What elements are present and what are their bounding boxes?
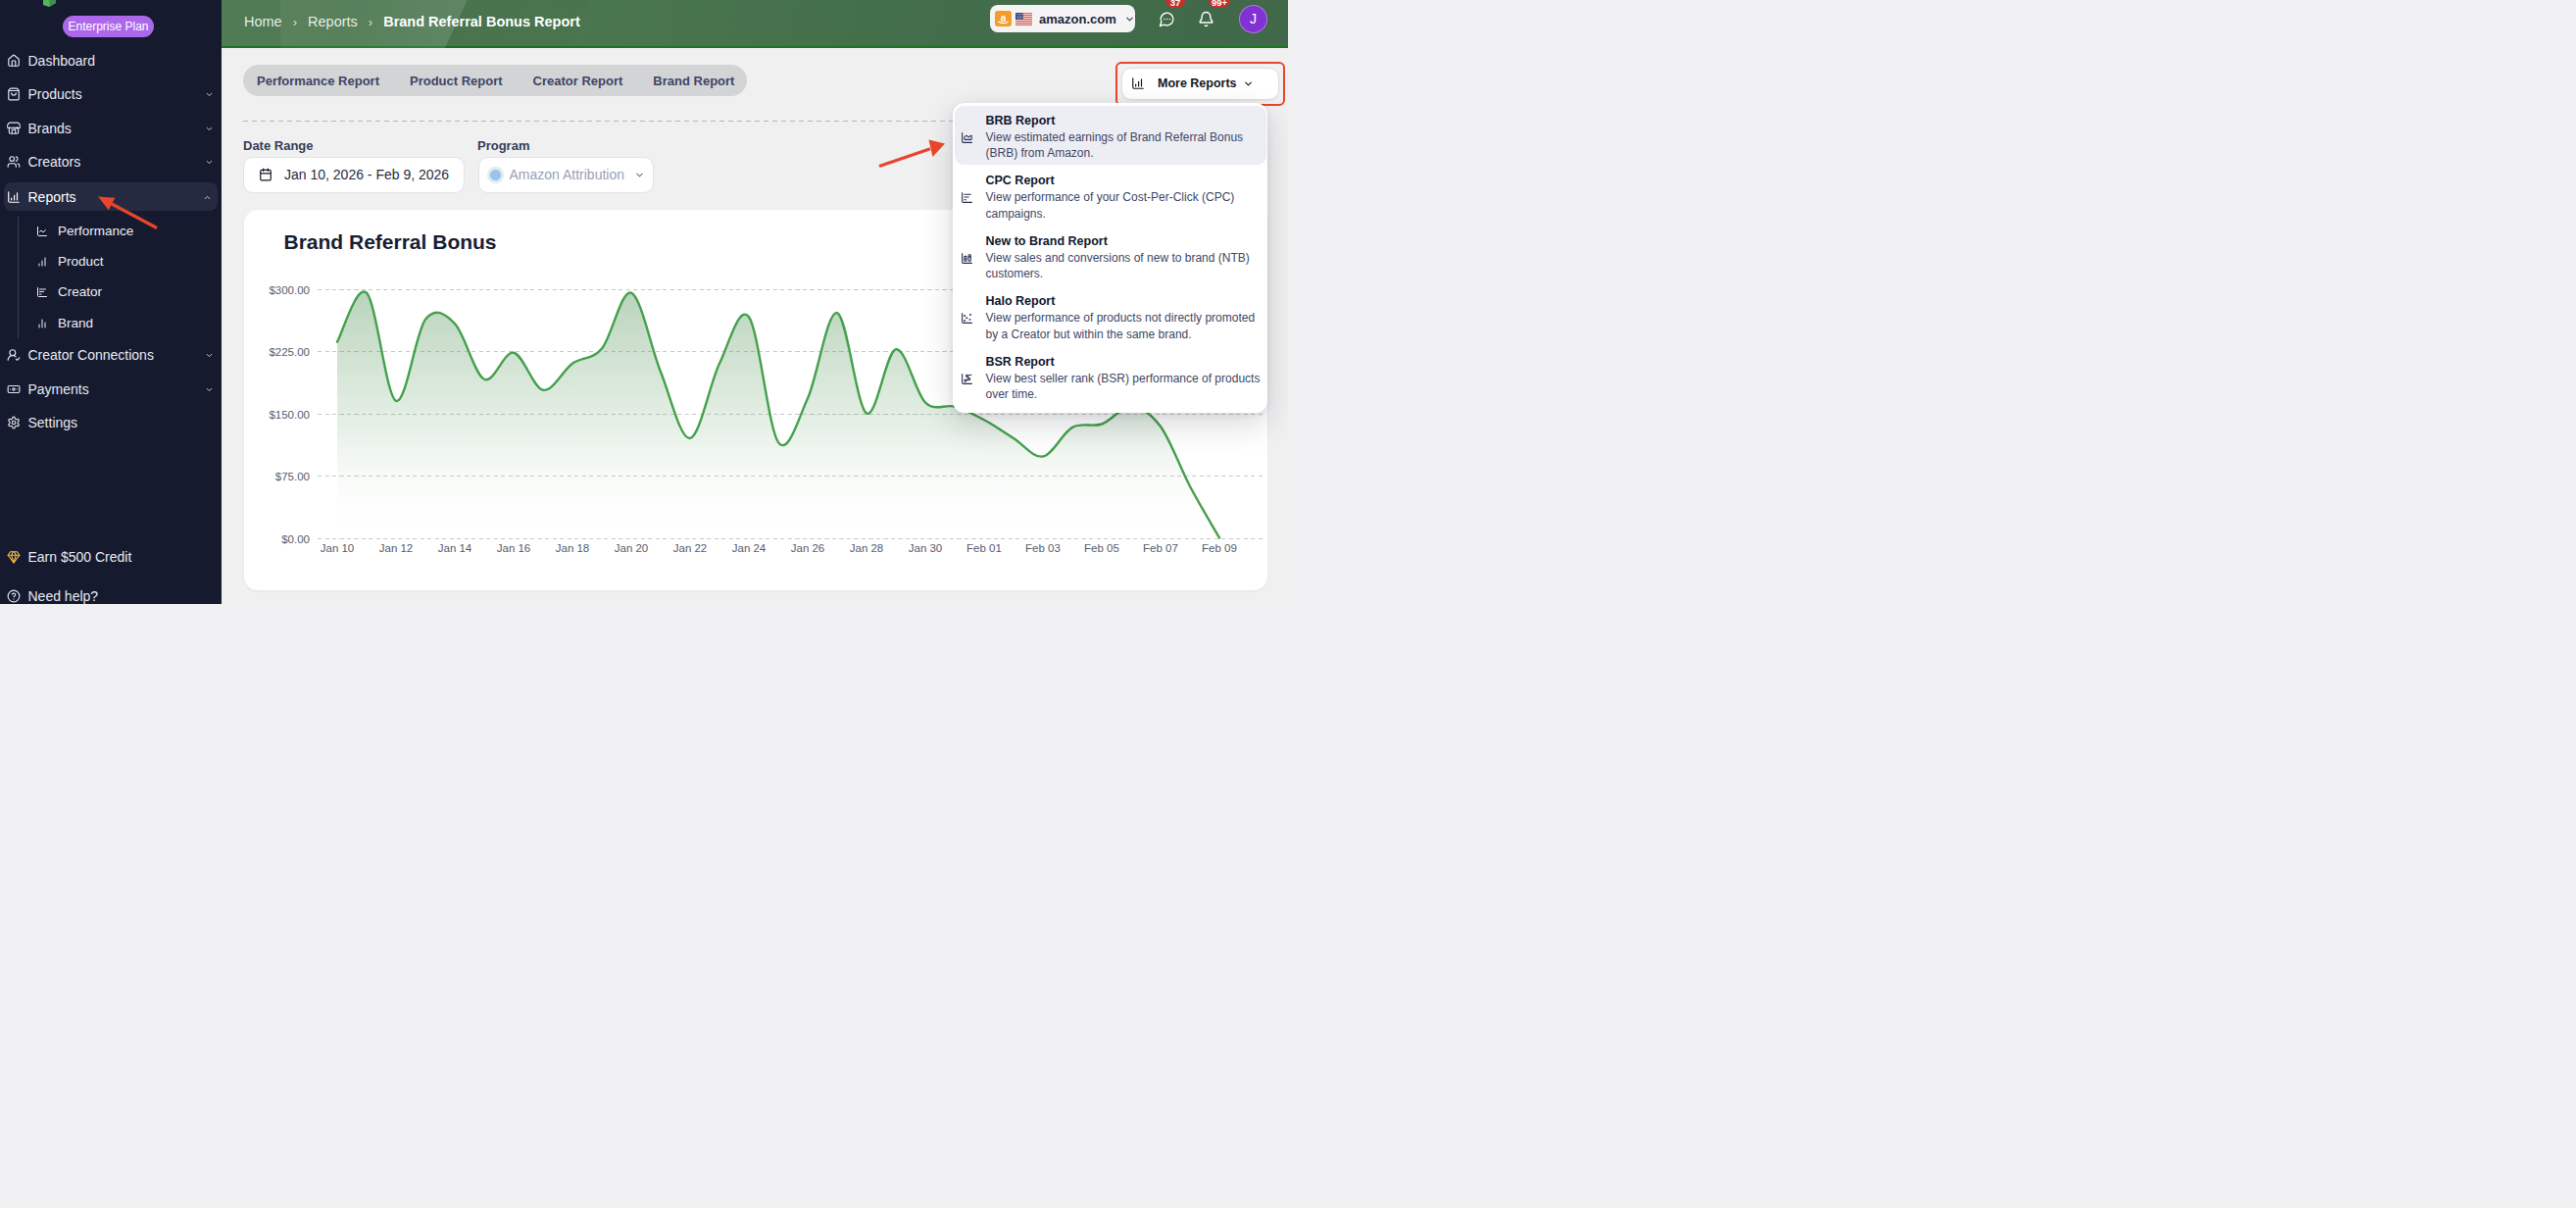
svg-text:a: a <box>1001 13 1007 24</box>
